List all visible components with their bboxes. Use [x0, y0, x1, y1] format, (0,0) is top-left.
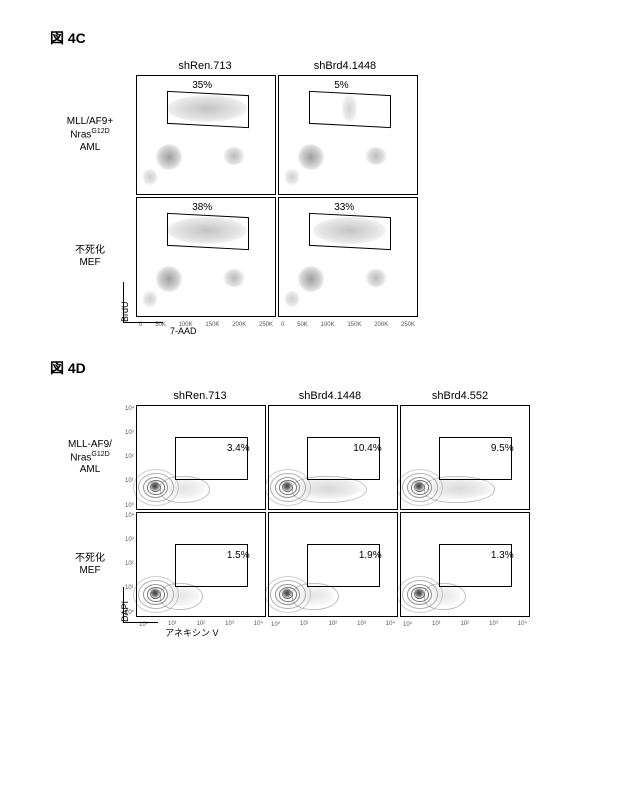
figd-gate-pct: 10.4%	[353, 443, 381, 454]
figure-4d-title: 図 4D	[50, 358, 620, 378]
figd-flow-plot: 3.4%10⁰10¹10²10³10⁴	[136, 405, 266, 510]
figc-x-axis-label: 7-AAD	[170, 326, 197, 336]
figd-flow-plot: 1.5%10⁰10¹10²10³10⁴10⁰10¹10²10³10⁴	[136, 512, 266, 617]
figd-row-label: MLL-AF9/NrasG12DAML	[50, 439, 130, 476]
figc-flow-plot: 38%050K100K150K200K250K	[136, 197, 276, 317]
figc-flow-plot: 33%050K100K150K200K250K	[278, 197, 418, 317]
figc-row-label: MLL/AF9+NrasG12DAML	[50, 116, 130, 153]
figd-row: 不死化MEF1.5%10⁰10¹10²10³10⁴10⁰10¹10²10³10⁴…	[50, 511, 620, 618]
figc-flow-plot: 5%	[278, 75, 418, 195]
figc-gate-pct: 33%	[334, 202, 354, 213]
figc-row: 不死化MEF38%050K100K150K200K250K33%050K100K…	[50, 196, 620, 318]
figd-column-header: shRen.713	[135, 390, 265, 402]
figd-x-axis-label: アネキシン V	[165, 626, 219, 639]
figc-gate-pct: 35%	[192, 80, 212, 91]
figc-gate	[167, 212, 249, 249]
figc-column-header: shBrd4.1448	[275, 60, 415, 72]
figc-x-axis-arrow	[123, 322, 163, 323]
figd-gate-pct: 1.3%	[491, 550, 514, 561]
figure-4c-title: 図 4C	[50, 28, 620, 48]
figd-flow-plot: 1.9%10⁰10¹10²10³10⁴	[268, 512, 398, 617]
figc-gate	[167, 90, 249, 127]
figd-row: MLL-AF9/NrasG12DAML3.4%10⁰10¹10²10³10⁴10…	[50, 404, 620, 511]
figd-y-ticks: 10⁰10¹10²10³10⁴	[125, 406, 134, 509]
figc-y-axis-label: BrdU	[120, 301, 130, 322]
figd-flow-plot: 10.4%	[268, 405, 398, 510]
figd-flow-plot: 9.5%	[400, 405, 530, 510]
figure-4d-panel: shRen.713shBrd4.1448shBrd4.552 MLL-AF9/N…	[50, 390, 620, 618]
figd-gate-pct: 9.5%	[491, 443, 514, 454]
figd-y-axis-label: DAPI	[120, 601, 130, 622]
figd-column-header: shBrd4.1448	[265, 390, 395, 402]
figd-x-ticks: 10⁰10¹10²10³10⁴	[401, 621, 529, 628]
figc-x-ticks: 050K100K150K200K250K	[279, 322, 417, 328]
figc-row-label: 不死化MEF	[50, 245, 130, 269]
figd-x-ticks: 10⁰10¹10²10³10⁴	[269, 621, 397, 628]
figd-x-axis-arrow	[123, 622, 158, 623]
figc-gate	[309, 212, 391, 249]
figure-4c-panel: shRen.713shBrd4.1448 MLL/AF9+NrasG12DAML…	[50, 60, 620, 318]
figc-row: MLL/AF9+NrasG12DAML 35% 5%	[50, 74, 620, 196]
figd-gate-pct: 3.4%	[227, 443, 250, 454]
figc-gate-pct: 5%	[334, 80, 348, 91]
figc-gate	[309, 90, 391, 127]
figd-column-header: shBrd4.552	[395, 390, 525, 402]
figd-gate-pct: 1.9%	[359, 550, 382, 561]
figd-gate-pct: 1.5%	[227, 550, 250, 561]
figc-gate-pct: 38%	[192, 202, 212, 213]
figd-flow-plot: 1.3%10⁰10¹10²10³10⁴	[400, 512, 530, 617]
figc-flow-plot: 35%	[136, 75, 276, 195]
figd-row-label: 不死化MEF	[50, 553, 130, 577]
figc-column-header: shRen.713	[135, 60, 275, 72]
